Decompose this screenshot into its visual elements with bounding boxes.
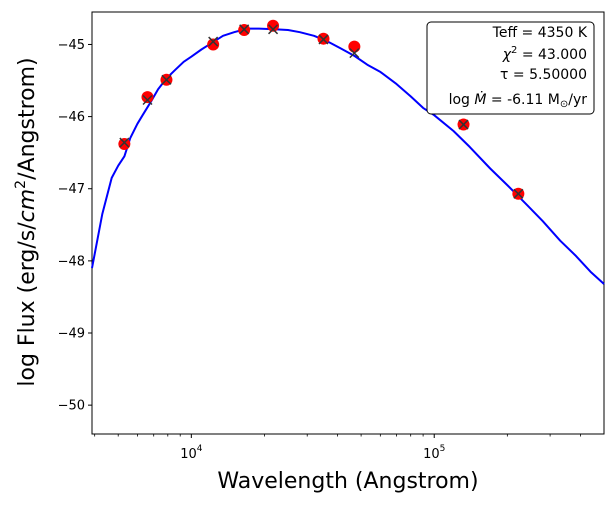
chi-superscript: 2 xyxy=(511,45,517,56)
chi-value: = 43.000 xyxy=(517,47,587,63)
model-point-marker xyxy=(208,36,219,47)
y-axis-label: log Flux (erg/s/cm2/Angstrom) xyxy=(13,57,40,386)
model-point-marker xyxy=(161,74,172,85)
model-spectrum-line xyxy=(91,27,605,285)
mass-loss-annotation: log Ṁ = -6.11 M⊙/yr xyxy=(449,90,588,110)
x-tick-label: 104 xyxy=(180,444,203,462)
solar-subscript: ⊙ xyxy=(560,99,568,110)
model-point-marker xyxy=(513,188,524,199)
x-tick-label: 105 xyxy=(423,444,445,462)
y-tick-label: −47 xyxy=(58,182,85,197)
mdot-value: = -6.11 M xyxy=(486,92,559,108)
observed-point xyxy=(267,19,280,32)
model-point-marker xyxy=(318,34,329,45)
mdot-prefix: log xyxy=(449,92,475,108)
y-tick-label: −46 xyxy=(58,110,85,125)
chi-symbol: χ xyxy=(502,47,512,63)
y-tick-label: −50 xyxy=(58,399,85,414)
model-photometry-markers xyxy=(119,24,524,199)
model-point-marker xyxy=(268,24,279,35)
observed-point xyxy=(141,91,154,104)
y-tick-label: −49 xyxy=(58,327,85,342)
model-point-marker xyxy=(142,94,153,106)
y-tick-label: −45 xyxy=(58,38,85,53)
y-tick-label: −48 xyxy=(58,254,85,269)
teff-annotation: Teff = 4350 K xyxy=(492,25,588,41)
x-axis-ticks: 104 105 xyxy=(94,434,581,462)
model-point-marker xyxy=(119,137,130,148)
model-point-marker xyxy=(349,48,360,59)
tau-annotation: τ = 5.50000 xyxy=(500,67,587,83)
annotation-box-frame xyxy=(426,21,595,115)
model-point-marker xyxy=(239,24,250,35)
annotation-box: Teff = 4350 K χ2 = 43.000 τ = 5.50000 lo… xyxy=(426,21,595,115)
model-point-marker xyxy=(458,119,469,130)
chi-squared-annotation: χ2 = 43.000 xyxy=(502,45,587,63)
x-axis-label: Wavelength (Angstrom) xyxy=(217,469,478,494)
observed-point xyxy=(348,40,361,53)
observed-point xyxy=(207,38,220,51)
mdot-symbol: Ṁ xyxy=(474,90,486,108)
y-axis-ticks: −45 −46 −47 −48 −49 −50 xyxy=(58,38,92,414)
mdot-unit: /yr xyxy=(568,92,587,108)
observed-point xyxy=(118,138,131,151)
